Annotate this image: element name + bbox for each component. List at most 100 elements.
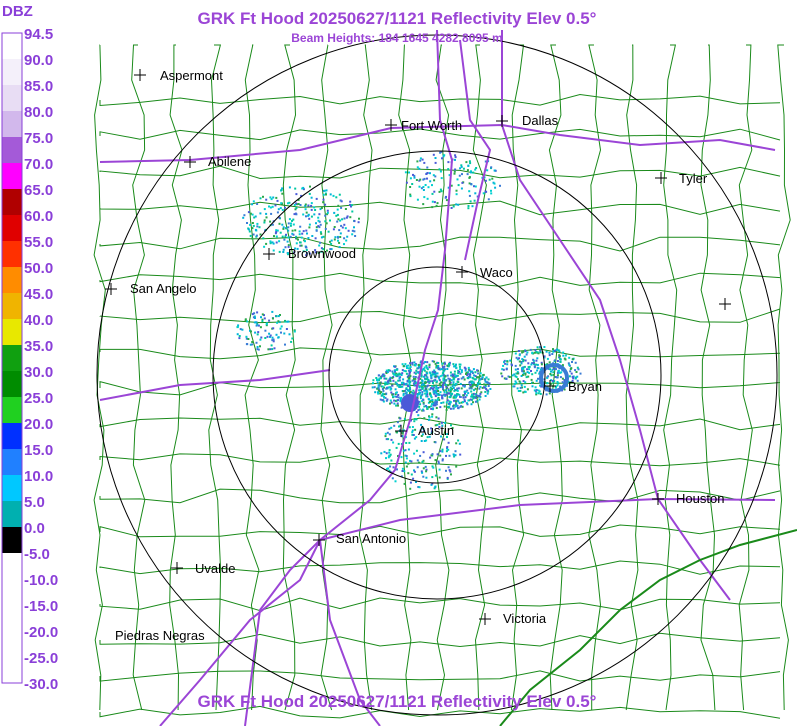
echo <box>577 368 580 371</box>
echo <box>431 399 434 401</box>
echo <box>403 418 406 421</box>
echo <box>525 376 528 379</box>
echo <box>446 436 448 438</box>
echo <box>415 436 418 439</box>
colorbar-label: -15.0 <box>24 598 58 615</box>
echo <box>423 375 425 378</box>
echo <box>414 364 417 367</box>
echo <box>388 369 391 372</box>
echo <box>528 365 531 368</box>
echo <box>455 193 458 196</box>
echo <box>413 380 416 383</box>
echo <box>504 362 507 365</box>
echo <box>314 209 317 211</box>
echo <box>571 358 574 361</box>
echo <box>441 366 444 369</box>
echo <box>305 211 308 214</box>
echo <box>293 213 296 216</box>
echo <box>395 399 398 402</box>
hwy <box>99 369 331 401</box>
echo <box>422 451 425 454</box>
colorbar-swatch <box>2 111 22 137</box>
echo <box>344 208 347 210</box>
echo <box>249 343 252 346</box>
echo <box>461 405 464 408</box>
echo <box>278 222 281 225</box>
echo <box>454 156 457 159</box>
echo <box>387 386 390 389</box>
echo <box>434 486 437 489</box>
echo <box>571 379 574 382</box>
echo <box>414 428 417 431</box>
echo <box>301 187 304 190</box>
echo <box>463 398 466 401</box>
echo <box>377 386 380 389</box>
echo <box>302 250 305 253</box>
echo <box>449 371 452 374</box>
echo <box>335 196 338 199</box>
echo <box>463 385 466 388</box>
echo <box>468 176 471 179</box>
echo <box>422 467 425 470</box>
echo <box>256 203 259 205</box>
echo <box>552 371 555 374</box>
colorbar-label: 35.0 <box>24 338 53 355</box>
echo <box>415 418 418 421</box>
echo <box>380 375 383 378</box>
echo <box>539 370 542 373</box>
echo <box>521 374 524 376</box>
echo <box>443 374 445 377</box>
echo <box>385 392 388 395</box>
echo <box>526 371 529 374</box>
echo <box>439 188 442 191</box>
echo <box>437 397 440 399</box>
echo <box>449 381 452 384</box>
echo <box>470 403 473 406</box>
colorbar-label: 30.0 <box>24 364 53 381</box>
echo <box>448 361 451 364</box>
echo <box>516 387 519 390</box>
echo <box>425 405 427 407</box>
echo <box>270 198 273 201</box>
echo <box>561 364 564 367</box>
echo <box>272 317 274 320</box>
echo <box>287 222 290 225</box>
echo <box>422 178 425 181</box>
echo <box>528 368 531 371</box>
echo <box>389 376 392 379</box>
echo <box>466 403 469 406</box>
colorbar-label: 25.0 <box>24 390 53 407</box>
echo <box>469 373 472 376</box>
echo <box>295 242 298 245</box>
title: GRK Ft Hood 20250627/1121 Reflectivity E… <box>198 9 597 28</box>
echo <box>430 427 433 430</box>
echo <box>405 455 408 457</box>
echo <box>446 446 449 449</box>
echo <box>469 386 472 389</box>
echo <box>288 201 291 204</box>
echo <box>453 384 456 387</box>
echo <box>429 380 431 383</box>
echo <box>552 348 554 351</box>
echo <box>407 472 410 475</box>
echo <box>501 368 504 371</box>
echo <box>417 409 420 412</box>
echo <box>377 384 380 387</box>
echo <box>442 367 445 370</box>
echo <box>423 417 426 420</box>
echo <box>443 365 446 368</box>
echo <box>279 314 281 316</box>
county-line <box>625 44 639 711</box>
echo <box>395 375 398 378</box>
echo <box>448 383 451 386</box>
echo <box>384 396 387 399</box>
echo <box>308 192 311 195</box>
echo <box>471 383 474 386</box>
echo <box>310 202 313 205</box>
county-line <box>208 44 222 711</box>
echo <box>435 407 438 409</box>
echo <box>395 372 398 375</box>
echo <box>278 216 281 219</box>
echo <box>431 184 433 187</box>
echo <box>563 379 566 381</box>
